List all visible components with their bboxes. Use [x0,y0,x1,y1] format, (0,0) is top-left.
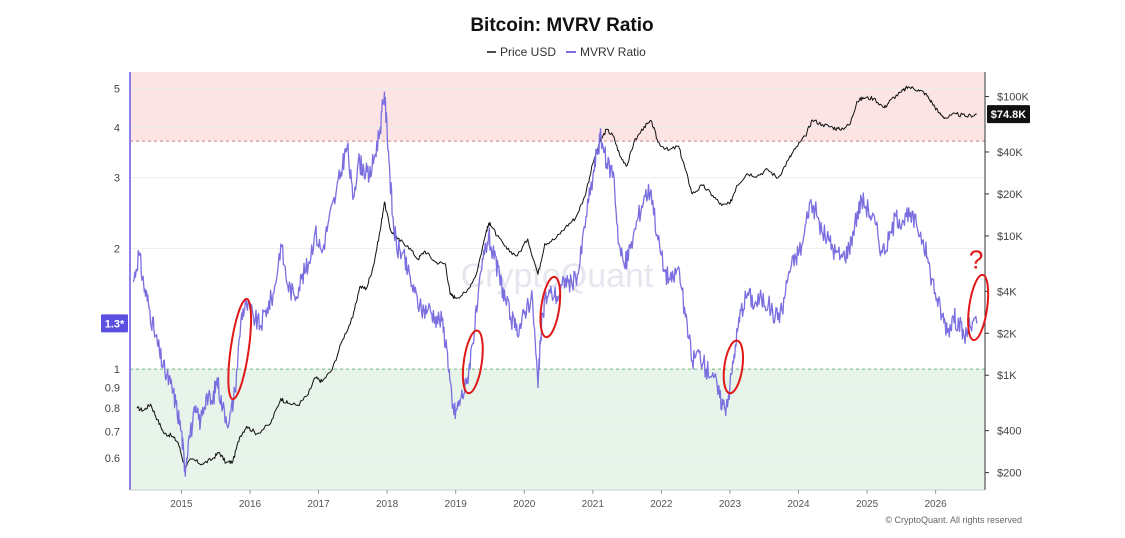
current-value-badges: 1.3* $74.8K [101,105,1030,333]
right-current-badge [987,105,1030,124]
x-tick-label: 2018 [376,499,399,510]
highlight-ellipse [227,297,253,401]
mvrv-line [132,91,978,477]
left-current-badge [101,314,128,333]
left-tick-label: 1 [114,364,120,376]
highlight-ellipse [722,339,745,395]
right-tick-label: $10K [997,231,1023,243]
watermark: CryptoQuant [461,257,654,295]
left-tick-label: 4 [114,123,120,135]
zones [130,72,985,490]
highlight-ellipse [539,275,562,339]
price-line [136,85,977,469]
copyright: © CryptoQuant. All rights reserved [885,515,1022,525]
series-price [136,85,977,469]
x-tick-label: 2026 [925,499,948,510]
left-axis-ticks: 0.6 0.7 0.8 0.9 1 2 3 4 5 [105,84,120,466]
right-tick-label: $200 [997,468,1021,480]
x-tick-label: 2020 [513,499,536,510]
left-tick-label: 2 [114,243,120,255]
right-current-label: $74.8K [991,109,1027,121]
x-tick-label: 2024 [787,499,810,510]
chart-title: Bitcoin: MVRV Ratio [470,15,653,36]
x-tick-label: 2015 [170,499,193,510]
legend-label-mvrv: MVRV Ratio [580,45,646,59]
right-tick-label: $100K [997,92,1029,104]
reference-lines [130,140,985,370]
left-tick-label: 0.9 [105,383,120,395]
question-mark: ? [969,245,983,275]
left-tick-label: 0.6 [105,453,120,465]
x-tick-label: 2016 [239,499,262,510]
right-tick-label: $40K [997,147,1023,159]
annotations: ? [227,245,990,401]
highlight-ellipse [967,273,990,342]
left-current-label: 1.3* [105,318,125,330]
right-axis-ticks: $200 $400 $1K $2K $4K $10K $20K $40K $100K [985,92,1029,480]
x-tick-label: 2019 [445,499,468,510]
left-tick-label: 5 [114,84,120,96]
zone-undervalued [130,369,985,490]
right-tick-label: $4K [997,286,1017,298]
x-tick-label: 2017 [307,499,330,510]
legend: Price USD MVRV Ratio [487,45,646,59]
legend-item-mvrv[interactable]: MVRV Ratio [566,45,646,59]
right-tick-label: $20K [997,189,1023,201]
right-tick-label: $1K [997,370,1017,382]
x-tick-label: 2025 [856,499,879,510]
series-mvrv [132,91,978,477]
highlight-ellipse [461,329,484,395]
right-tick-label: $2K [997,328,1017,340]
zone-overvalued [130,72,985,142]
x-axis-ticks: 2015 2016 2017 2018 2019 2020 2021 2022 2023 2024… [170,490,947,510]
left-tick-label: 3 [114,173,120,185]
left-tick-label: 0.7 [105,426,120,438]
x-tick-label: 2022 [650,499,673,510]
legend-label-price: Price USD [500,45,556,59]
left-tick-label: 0.8 [105,403,120,415]
x-tick-label: 2021 [582,499,605,510]
legend-item-price[interactable]: Price USD [487,45,556,59]
right-tick-label: $400 [997,426,1021,438]
x-tick-label: 2023 [719,499,742,510]
